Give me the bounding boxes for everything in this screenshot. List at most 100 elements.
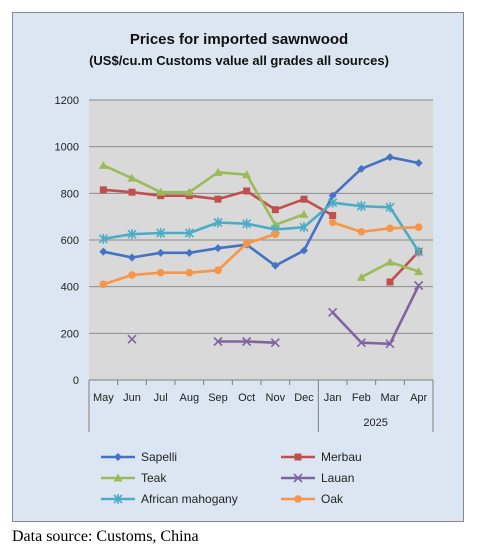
point-oak-5: [242, 239, 251, 248]
point-lauan-6: [270, 338, 280, 348]
series-line-african-mahogany-0: [103, 201, 420, 253]
x-tick-label-6: Nov: [266, 392, 286, 404]
point-lauan-11: [414, 280, 424, 291]
legend-item-african-mahogany: African mahogany: [101, 492, 238, 506]
x-tick-label-7: Dec: [294, 392, 314, 404]
y-tick-label-0: 0: [73, 375, 79, 387]
point-african-mahogany-5: [242, 218, 252, 229]
x-tick-label-3: Aug: [180, 392, 200, 404]
point-teak-11: [414, 267, 424, 275]
point-oak-2: [156, 268, 165, 277]
legend-swatch-icon: [281, 473, 315, 483]
x-tick-label-4: Sep: [208, 392, 228, 404]
point-african-mahogany-1: [127, 229, 137, 240]
chart-frame: Prices for imported sawnwood (US$/cu.m C…: [12, 12, 464, 522]
point-lauan-4: [213, 336, 223, 347]
data-source-note: Data source: Customs, China: [12, 528, 199, 545]
point-african-mahogany-0: [98, 233, 108, 244]
point-merbau-6: [271, 206, 279, 214]
point-merbau-0: [99, 186, 107, 194]
point-sapelli-8: [328, 191, 337, 200]
point-merbau-5: [243, 187, 251, 195]
point-oak-9: [357, 228, 366, 236]
point-sapelli-11: [414, 159, 423, 167]
point-merbau-7: [300, 195, 308, 203]
chart-plot: 0 200 400 600 800 1000 1200 May Jun Jul Aug Sep Oct N…: [55, 95, 434, 432]
x-tick-label-0: May: [93, 392, 114, 404]
legend-swatch-icon: [101, 473, 135, 482]
series-line-sapelli-0: [103, 155, 419, 267]
point-oak-10: [386, 224, 394, 233]
legend-swatch-icon: [281, 495, 315, 503]
point-lauan-10: [385, 339, 395, 349]
point-teak-1: [127, 173, 137, 182]
point-lauan-8: [328, 307, 338, 317]
point-sapelli-7: [300, 246, 308, 255]
point-sapelli-1: [128, 253, 136, 262]
legend-label: Merbau: [321, 450, 362, 464]
legend-item-oak: Oak: [281, 492, 343, 506]
legend-label: Oak: [321, 492, 344, 506]
legend-label: Sapelli: [141, 450, 178, 464]
point-teak-10: [385, 257, 395, 266]
point-african-mahogany-8: [328, 197, 338, 208]
y-tick-label-1: 200: [61, 328, 79, 340]
point-sapelli-10: [386, 153, 394, 162]
point-oak-1: [128, 271, 136, 279]
point-african-mahogany-11: [414, 246, 424, 257]
point-african-mahogany-9: [356, 201, 366, 212]
legend-item-lauan: Lauan: [281, 471, 354, 485]
y-tick-label-3: 600: [61, 235, 79, 247]
point-african-mahogany-3: [184, 228, 194, 238]
point-sapelli-3: [185, 248, 194, 257]
y-tick-label-6: 1200: [55, 95, 79, 107]
series-line-lauan-2: [331, 284, 420, 346]
point-oak-6: [271, 230, 280, 238]
point-teak-0: [98, 160, 108, 169]
x-tick-label-8: Jan: [324, 392, 342, 404]
legend-swatch-icon: [281, 453, 315, 461]
legend-item-merbau: Merbau: [281, 450, 362, 464]
y-tick-label-2: 400: [61, 282, 79, 294]
legend-swatch-icon: [101, 453, 135, 461]
point-lauan-1: [127, 334, 137, 344]
x-year-label: 2025: [363, 417, 387, 429]
chart-title: Prices for imported sawnwood: [129, 31, 349, 48]
point-sapelli-6: [271, 261, 280, 270]
x-tick-label-1: Jun: [123, 392, 141, 404]
point-sapelli-4: [214, 244, 222, 253]
legend-item-sapelli: Sapelli: [101, 450, 177, 464]
point-oak-11: [414, 223, 423, 231]
point-teak-3: [184, 187, 194, 196]
point-oak-4: [214, 266, 222, 275]
point-oak-8: [328, 218, 337, 227]
x-tick-label-10: Mar: [381, 392, 400, 404]
y-tick-label-4: 800: [61, 188, 79, 200]
legend-label: Teak: [141, 471, 167, 485]
point-sapelli-9: [357, 164, 366, 173]
point-merbau-8: [329, 212, 337, 219]
point-african-mahogany-2: [156, 228, 166, 238]
x-tick-label-5: Oct: [238, 392, 255, 404]
point-african-mahogany-7: [299, 222, 309, 233]
point-teak-7: [299, 209, 309, 218]
point-african-mahogany-4: [213, 217, 223, 228]
chart-subtitle: (US$/cu.m Customs value all grades all s…: [89, 53, 389, 68]
point-lauan-5: [242, 336, 252, 347]
series-line-oak-1: [332, 221, 419, 234]
x-tick-label-9: Feb: [352, 392, 371, 404]
point-merbau-10: [386, 278, 394, 286]
point-teak-2: [156, 187, 166, 196]
y-tick-label-5: 1000: [55, 142, 79, 154]
x-tick-label-2: Jul: [154, 392, 168, 404]
legend-item-teak: Teak: [101, 471, 166, 485]
point-teak-4: [213, 167, 223, 176]
legend-label: Lauan: [321, 471, 355, 485]
point-sapelli-0: [99, 247, 108, 256]
point-sapelli-2: [156, 248, 165, 257]
point-oak-0: [99, 280, 108, 289]
point-oak-3: [185, 268, 194, 277]
point-african-mahogany-10: [385, 202, 395, 213]
x-tick-label-11: Apr: [410, 392, 427, 404]
point-teak-9: [356, 272, 366, 281]
